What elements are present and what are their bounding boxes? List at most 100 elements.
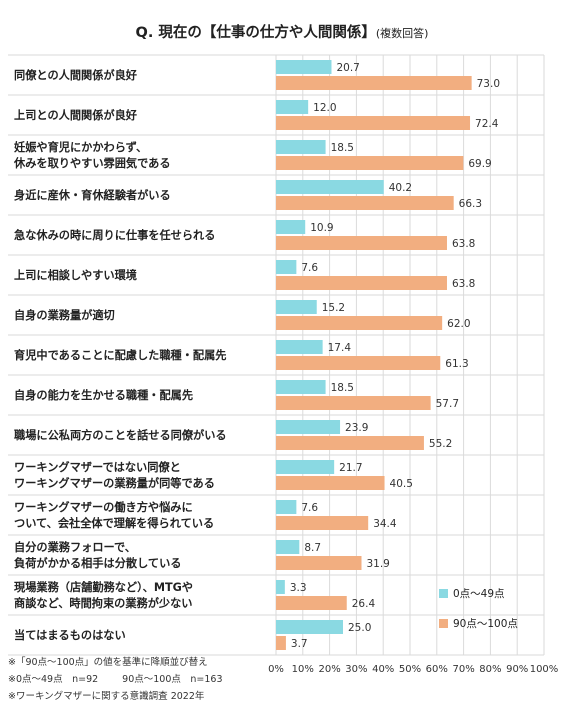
bar-series2 (276, 116, 471, 130)
bar-series2 (276, 556, 362, 570)
bar-series2 (276, 516, 369, 530)
x-tick-label: 50% (399, 664, 421, 675)
value-label-series1: 12.0 (313, 102, 336, 114)
bar-series1 (276, 380, 326, 394)
bar-series2 (276, 276, 447, 290)
x-tick-label: 60% (426, 664, 448, 675)
x-tick-label: 80% (479, 664, 501, 675)
bar-series1 (276, 340, 323, 354)
bar-series1 (276, 140, 326, 154)
bar-series2 (276, 156, 464, 170)
value-label-series2: 72.4 (475, 118, 499, 130)
category-label: 育児中であることに配慮した職種・配属先 (14, 348, 226, 362)
value-label-series1: 40.2 (389, 182, 412, 194)
category-label: ワーキングマザーではない同僚とワーキングマザーの業務量が同等である (14, 460, 215, 490)
category-label: 現場業務（店舗勤務など）、MTGや商談など、時間拘束の業務が少ない (14, 580, 193, 610)
category-label: 自分の業務フォローで、負荷がかかる相手は分散している (14, 540, 181, 570)
x-tick-label: 0% (268, 664, 284, 675)
x-tick-label: 30% (345, 664, 367, 675)
footnotes: ※「90点～100点」の値を基準に降順並び替え ※0点～49点 n=92 90点～… (8, 654, 247, 705)
bar-series1 (276, 580, 285, 594)
value-label-series1: 7.6 (301, 262, 318, 274)
bar-series1 (276, 180, 384, 194)
legend-swatch-series2 (439, 618, 448, 628)
value-label-series2: 57.7 (436, 398, 459, 410)
x-tick-label: 70% (452, 664, 474, 675)
footnote-sort: ※「90点～100点」の値を基準に降順並び替え (8, 657, 208, 668)
bar-series1 (276, 460, 335, 474)
value-label-series1: 17.4 (328, 342, 352, 354)
value-label-series2: 26.4 (352, 598, 376, 610)
category-label: 職場に公私両方のことを話せる同僚がいる (14, 428, 227, 442)
bar-series1 (276, 300, 317, 314)
bar-series2 (276, 396, 431, 410)
category-label: 上司との人間関係が良好 (14, 108, 137, 122)
footnote-source: ※ワーキングマザーに関する意識調査 2022年 (8, 691, 205, 702)
value-label-series2: 62.0 (447, 318, 470, 330)
bar-series1 (276, 100, 309, 114)
footnote-sample-size: ※0点～49点 n=92 90点～100点 n=163 (8, 671, 247, 688)
category-label: 当てはまるものはない (14, 628, 126, 642)
x-tick-label: 100% (530, 664, 559, 675)
chart-title-main: Q. 現在の【仕事の仕方や人間関係】 (135, 25, 376, 41)
footnote-n-series2: 90点～100点 n=163 (122, 674, 223, 685)
category-label: 同僚との人間関係が良好 (14, 68, 137, 82)
bar-series2 (276, 436, 424, 450)
value-label-series2: 34.4 (373, 518, 397, 530)
value-label-series2: 63.8 (452, 238, 475, 250)
value-label-series2: 61.3 (445, 358, 468, 370)
bar-series1 (276, 540, 300, 554)
x-tick-label: 10% (292, 664, 314, 675)
bar-series1 (276, 500, 297, 514)
x-tick-label: 90% (506, 664, 528, 675)
legend: 0点～49点 90点～100点 (439, 585, 518, 645)
legend-swatch-series1 (439, 588, 448, 598)
footnote-n-series1: ※0点～49点 n=92 (8, 674, 99, 685)
bar-series1 (276, 420, 341, 434)
category-label: ワーキングマザーの働き方や悩みについて、会社全体で理解を得られている (14, 500, 214, 530)
value-label-series1: 15.2 (322, 302, 345, 314)
value-label-series2: 55.2 (429, 438, 452, 450)
value-label-series1: 10.9 (310, 222, 333, 234)
bar-series1 (276, 220, 306, 234)
bar-series2 (276, 356, 441, 370)
x-tick-label: 40% (372, 664, 394, 675)
value-label-series1: 25.0 (348, 622, 371, 634)
value-label-series1: 8.7 (304, 542, 321, 554)
category-label: 妊娠や育児にかかわらず、休みを取りやすい雰囲気である (13, 140, 171, 170)
category-label: 自身の能力を生かせる職種・配属先 (14, 388, 193, 402)
x-tick-label: 20% (318, 664, 340, 675)
value-label-series1: 7.6 (301, 502, 318, 514)
value-label-series2: 3.7 (291, 638, 308, 650)
bar-series2 (276, 636, 286, 650)
bar-series2 (276, 236, 447, 250)
bar-series2 (276, 196, 454, 210)
value-label-series2: 40.5 (390, 478, 413, 490)
chart-title-sub: (複数回答) (375, 27, 429, 40)
chart-title: Q. 現在の【仕事の仕方や人間関係】(複数回答) (0, 21, 564, 42)
legend-item-series1: 0点～49点 (439, 585, 518, 601)
value-label-series2: 69.9 (468, 158, 491, 170)
value-label-series2: 73.0 (477, 78, 500, 90)
category-label: 身近に産休・育休経験者がいる (14, 188, 171, 202)
value-label-series2: 31.9 (366, 558, 389, 570)
value-label-series2: 63.8 (452, 278, 475, 290)
value-label-series1: 21.7 (339, 462, 362, 474)
bar-series1 (276, 260, 297, 274)
bar-series1 (276, 620, 343, 634)
category-label: 自身の業務量が適切 (14, 308, 115, 322)
category-label: 急な休みの時に周りに仕事を任せられる (14, 228, 215, 242)
bar-series2 (276, 596, 347, 610)
value-label-series1: 20.7 (336, 62, 359, 74)
value-label-series1: 3.3 (290, 582, 307, 594)
bar-series2 (276, 76, 472, 90)
legend-label-series1: 0点～49点 (453, 587, 505, 600)
bar-series1 (276, 60, 332, 74)
value-label-series1: 18.5 (331, 142, 354, 154)
value-label-series2: 66.3 (459, 198, 482, 210)
category-label: 上司に相談しやすい環境 (14, 268, 137, 282)
bar-series2 (276, 476, 385, 490)
bar-series2 (276, 316, 443, 330)
value-label-series1: 23.9 (345, 422, 368, 434)
